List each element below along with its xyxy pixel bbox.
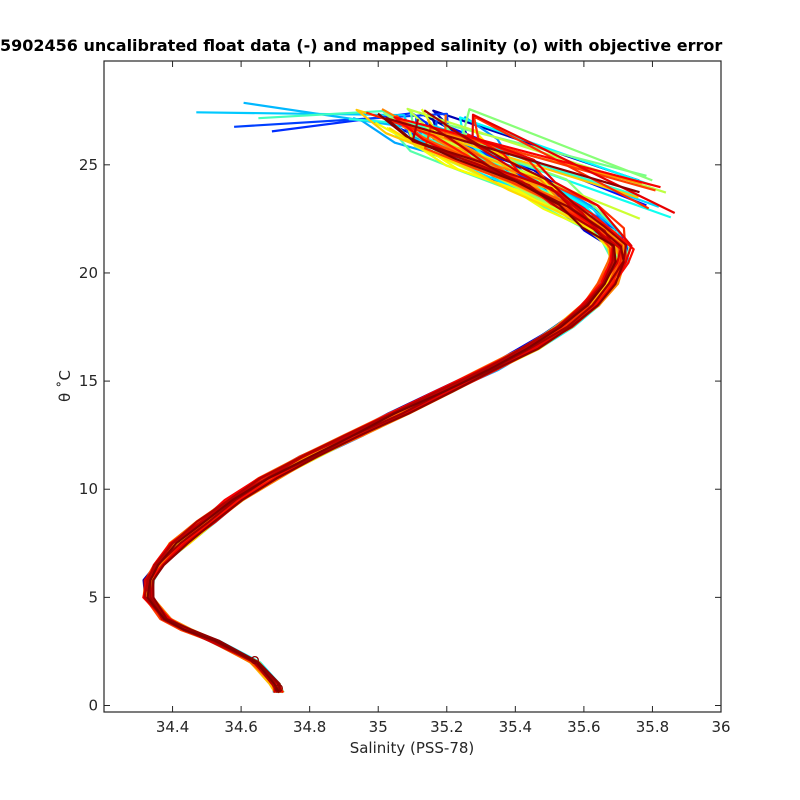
profile-line xyxy=(146,112,617,694)
x-tick-label: 34.6 xyxy=(224,718,257,736)
x-tick-label: 34.8 xyxy=(293,718,326,736)
profile-line xyxy=(147,126,620,693)
y-tick-label: 5 xyxy=(88,588,98,606)
mapped-salinity-marker xyxy=(274,684,283,693)
profile-line xyxy=(152,117,640,693)
y-tick-label: 10 xyxy=(79,480,98,498)
mapped-salinity-marker xyxy=(250,655,259,665)
x-axis-ticks: 34.4 34.6 34.8 35 35.2 35.4 35.6 35.8 36 xyxy=(156,61,731,736)
chart-title: 5902456 uncalibrated float data (-) and … xyxy=(0,36,722,55)
x-axis-label: Salinity (PSS-78) xyxy=(350,739,475,757)
mapped-salinity-markers xyxy=(250,655,283,693)
profile-line xyxy=(144,107,667,693)
profile-line xyxy=(147,130,622,693)
x-tick-label: 35.6 xyxy=(567,718,600,736)
x-tick-label: 35.2 xyxy=(430,718,463,736)
y-axis-ticks: 0 5 10 15 20 25 xyxy=(79,156,721,715)
x-tick-label: 35 xyxy=(369,718,388,736)
x-tick-label: 35.8 xyxy=(636,718,669,736)
y-axis-label: θ ˚C xyxy=(56,370,74,402)
profile-line xyxy=(148,129,621,693)
y-tick-label: 25 xyxy=(79,156,98,174)
profile-line xyxy=(143,131,622,693)
x-tick-label: 35.4 xyxy=(499,718,532,736)
y-tick-label: 20 xyxy=(79,264,98,282)
profile-line xyxy=(144,123,614,693)
y-tick-label: 15 xyxy=(79,372,98,390)
x-tick-label: 36 xyxy=(711,718,730,736)
y-tick-label: 0 xyxy=(88,697,98,715)
plot-frame xyxy=(103,60,722,713)
profile-lines xyxy=(142,101,676,694)
x-tick-label: 34.4 xyxy=(156,718,189,736)
